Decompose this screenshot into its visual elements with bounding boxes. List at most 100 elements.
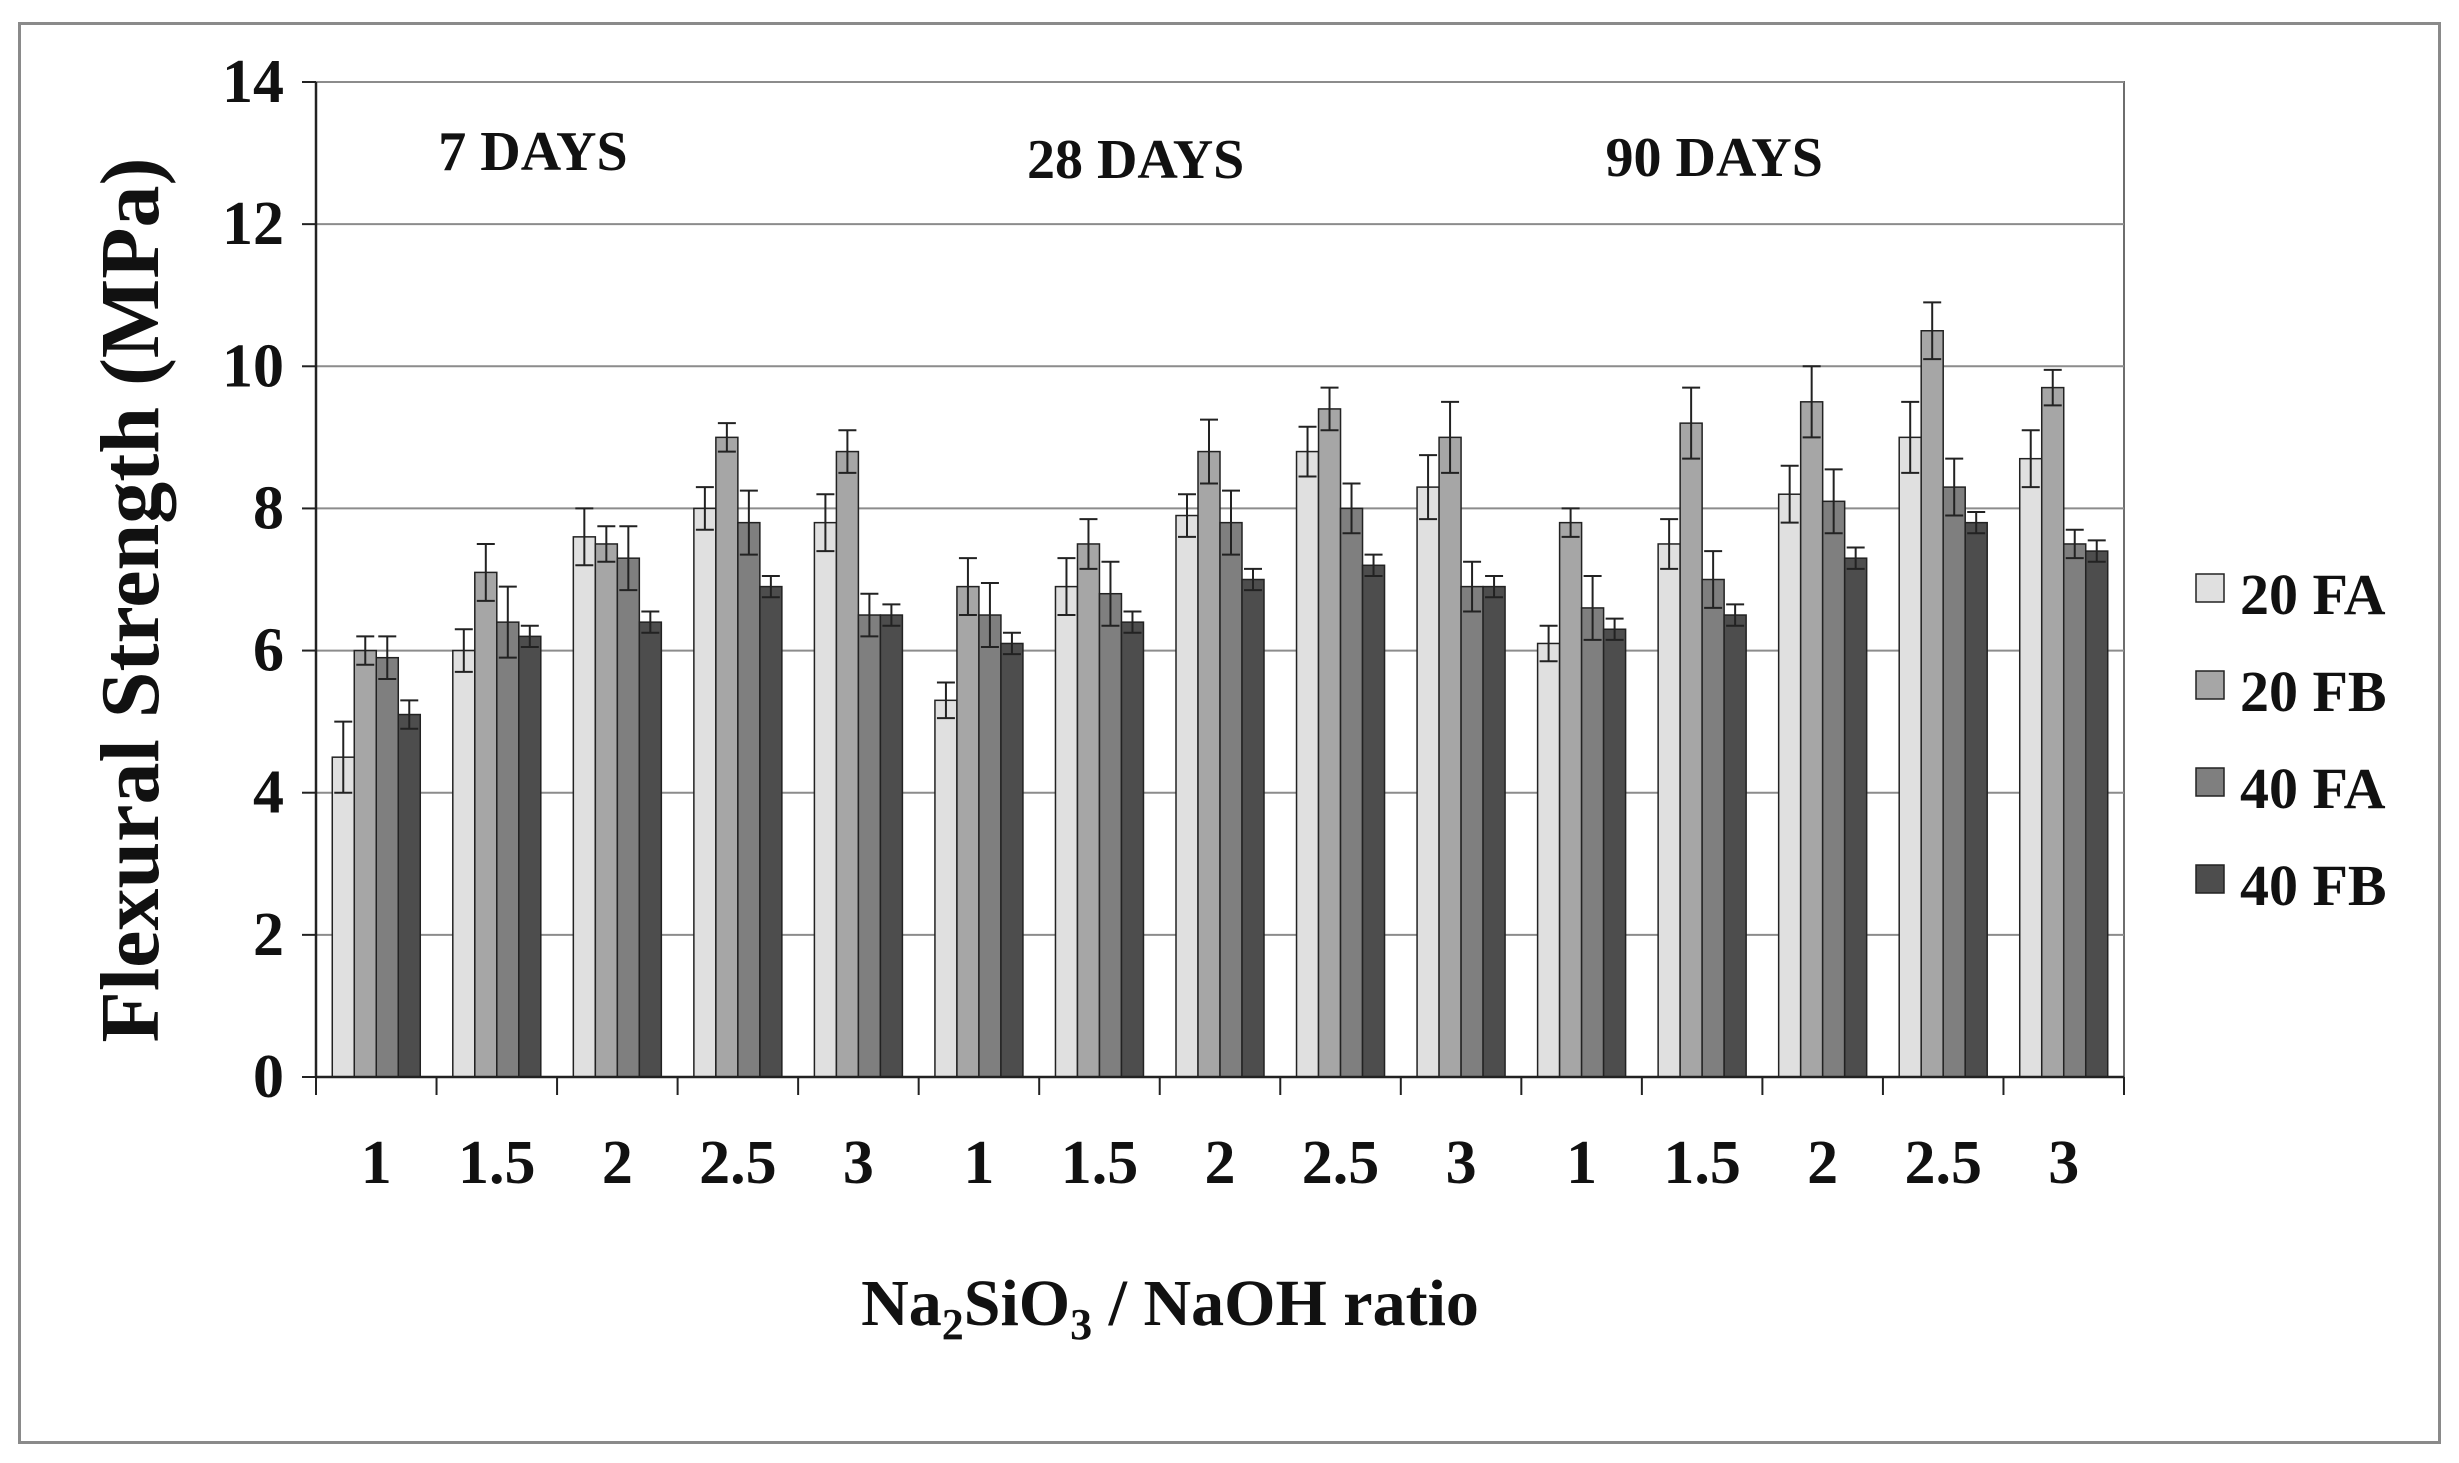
x-tick-label: 2: [602, 1129, 633, 1197]
bar-20-fa: [1657, 543, 1681, 1078]
y-tick-label: 4: [253, 759, 284, 827]
bar-20-fb: [956, 585, 980, 1078]
legend-label: 40 FA: [2240, 756, 2386, 821]
x-label-sio: SiO: [964, 1267, 1070, 1340]
x-tick-label: 2.5: [699, 1129, 777, 1197]
bar-40-fb: [1000, 642, 1024, 1078]
bar-marks: [331, 330, 2109, 1078]
x-tick-label: 1.5: [1663, 1129, 1741, 1197]
bar-40-fb: [879, 614, 904, 1078]
bar-20-fb: [1679, 422, 1703, 1078]
bar-40-fa: [2062, 543, 2087, 1078]
x-tick-label: 3: [1446, 1129, 1477, 1197]
bar-20-fa: [1536, 642, 1561, 1078]
bar-40-fa: [1580, 607, 1605, 1078]
x-label-na: Na: [861, 1267, 942, 1340]
chart-frame: [18, 22, 2441, 1444]
y-tick-label: 2: [253, 901, 284, 969]
legend: 20 FA 20 FB 40 FA 40 FB: [2195, 562, 2387, 918]
group-label: 90 DAYS: [1606, 127, 1823, 189]
bar-20-fa: [1416, 486, 1440, 1078]
bar-20-fb: [594, 543, 619, 1078]
bar-20-fa: [1898, 436, 1922, 1078]
bar-20-fb: [1799, 401, 1824, 1078]
group-label: 7 DAYS: [438, 121, 627, 183]
bar-20-fa: [693, 507, 717, 1078]
bar-40-fb: [1723, 614, 1747, 1078]
bar-40-fa: [857, 614, 882, 1078]
bar-20-fa: [572, 536, 597, 1078]
bar-20-fb: [1317, 408, 1342, 1078]
bar-40-fa: [1942, 486, 1966, 1078]
y-tick-label: 12: [222, 190, 284, 258]
y-tick-label: 8: [253, 474, 284, 542]
y-tick-label: 14: [222, 48, 284, 116]
bar-20-fa: [452, 649, 476, 1078]
bar-40-fb: [1361, 564, 1386, 1078]
bar-40-fa: [1821, 500, 1846, 1078]
bar-40-fb: [2084, 550, 2109, 1078]
bar-40-fa: [496, 621, 520, 1078]
error-bars: [334, 301, 2106, 794]
bar-20-fb: [1076, 543, 1101, 1078]
legend-swatch: [2195, 670, 2225, 700]
x-tick-label: 2: [1205, 1129, 1236, 1197]
bar-20-fa: [2018, 457, 2043, 1078]
legend-label: 20 FA: [2240, 562, 2386, 627]
bar-20-fb: [1920, 330, 1944, 1078]
bar-40-fb: [1120, 621, 1145, 1078]
legend-swatch: [2195, 573, 2225, 603]
legend-swatch: [2195, 864, 2225, 894]
bar-40-fa: [1339, 507, 1364, 1078]
bar-20-fa: [1777, 493, 1802, 1078]
bar-40-fb: [638, 621, 663, 1078]
bar-40-fb: [1602, 628, 1627, 1078]
x-tick-label: 1: [963, 1129, 994, 1197]
x-tick-label: 3: [2048, 1129, 2079, 1197]
tick-labels: 0 2 4 6 8 10 12 14 1 1.5 2 2.5 3 1 1.5 2 2.5 3 1 1.5 2 2.5 3: [222, 48, 2079, 1197]
bar-20-fa: [1054, 585, 1079, 1078]
x-tick-label: 1: [1566, 1129, 1597, 1197]
legend-swatch: [2195, 767, 2225, 797]
x-label-rest: / NaOH ratio: [1092, 1267, 1479, 1340]
bar-40-fa: [737, 521, 761, 1078]
bar-20-fb: [1438, 436, 1462, 1078]
bar-40-fa: [978, 614, 1002, 1078]
x-tick-label: 3: [843, 1129, 874, 1197]
x-tick-label: 2: [1807, 1129, 1838, 1197]
bar-20-fb: [1197, 450, 1221, 1078]
group-label: 28 DAYS: [1027, 129, 1244, 191]
bar-40-fa: [375, 656, 400, 1078]
y-tick-label: 10: [222, 332, 284, 400]
x-tick-label: 1.5: [458, 1129, 536, 1197]
bar-20-fb: [2040, 386, 2065, 1078]
bar-20-fb: [1558, 521, 1583, 1078]
x-tick-label: 1.5: [1061, 1129, 1139, 1197]
bar-20-fa: [934, 699, 958, 1078]
y-axis-label: Flexural Strength (MPa): [84, 158, 177, 1043]
legend-label: 20 FB: [2240, 659, 2387, 724]
x-axis-label: Na2SiO3 / NaOH ratio: [861, 1267, 1479, 1349]
bar-20-fa: [813, 521, 838, 1078]
axes: [302, 81, 2125, 1095]
bar-40-fa: [616, 557, 641, 1078]
bar-40-fb: [1241, 578, 1265, 1078]
bar-40-fb: [759, 585, 783, 1078]
bar-40-fa: [1460, 585, 1484, 1078]
legend-label: 40 FB: [2240, 853, 2387, 918]
bar-40-fb: [397, 713, 422, 1078]
bar-20-fb: [474, 571, 498, 1078]
y-tick-label: 0: [253, 1043, 284, 1111]
bar-20-fb: [715, 436, 739, 1078]
x-tick-label: 2.5: [1904, 1129, 1982, 1197]
bar-20-fb: [835, 450, 860, 1078]
bar-40-fa: [1219, 521, 1243, 1078]
day-group-labels: 7 DAYS 28 DAYS 90 DAYS: [438, 121, 1823, 191]
y-tick-label: 6: [253, 617, 284, 685]
x-tick-label: 2.5: [1302, 1129, 1380, 1197]
bar-20-fa: [331, 756, 356, 1078]
bar-40-fb: [1964, 521, 1988, 1078]
bar-40-fb: [1482, 585, 1506, 1078]
x-label-sub-2: 2: [942, 1300, 964, 1349]
